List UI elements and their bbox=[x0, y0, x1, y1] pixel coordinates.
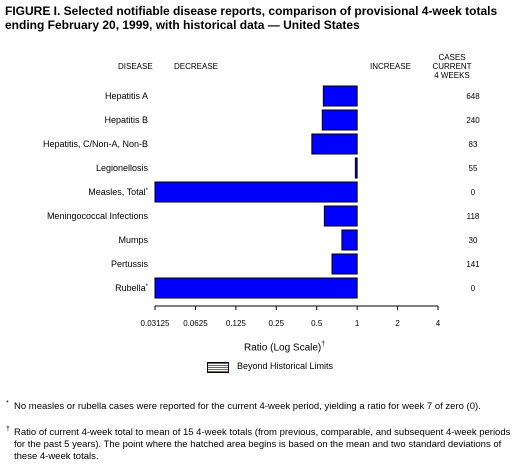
cases-count: 240 bbox=[466, 116, 480, 125]
cases-count: 83 bbox=[469, 140, 478, 149]
category-label: Legionellosis bbox=[96, 163, 149, 173]
data-bar bbox=[154, 181, 358, 203]
category-label: Rubella* bbox=[115, 283, 149, 293]
cases-count: 118 bbox=[467, 212, 480, 221]
legend-label: Beyond Historical Limits bbox=[237, 361, 334, 371]
category-label: Measles, Total* bbox=[88, 187, 148, 197]
x-tick-label: 0.03125 bbox=[141, 319, 170, 328]
data-bar bbox=[322, 85, 358, 107]
x-tick-label: 1 bbox=[355, 319, 360, 328]
x-tick-label: 0.25 bbox=[268, 319, 284, 328]
footnote-text: Ratio of current 4-week total to mean of… bbox=[14, 427, 511, 462]
x-tick-label: 0.125 bbox=[226, 319, 247, 328]
category-label: Pertussis bbox=[111, 259, 149, 269]
footnote-mark: * bbox=[6, 400, 9, 407]
data-bar bbox=[311, 133, 358, 155]
cases-count: 141 bbox=[466, 260, 480, 269]
footnote-mark: † bbox=[6, 426, 10, 433]
cases-count: 648 bbox=[466, 92, 480, 101]
footnote-text: No measles or rubella cases were reporte… bbox=[14, 401, 481, 412]
category-label: Meningococcal Infections bbox=[47, 211, 149, 221]
increase-column-header: INCREASE bbox=[370, 62, 411, 71]
category-label: Hepatitis B bbox=[104, 115, 148, 125]
cases-count: 0 bbox=[471, 188, 476, 197]
data-bar bbox=[341, 229, 358, 251]
cases-header-line1: CASES CURRENT bbox=[432, 53, 472, 71]
category-footnote-mark: * bbox=[146, 284, 149, 290]
category-footnote-mark: * bbox=[146, 188, 149, 194]
x-tick-label: 0.0625 bbox=[183, 319, 208, 328]
x-tick-label: 0.5 bbox=[311, 319, 323, 328]
decrease-column-header: DECREASE bbox=[174, 62, 219, 71]
disease-column-header: DISEASE bbox=[118, 62, 153, 71]
legend-hatch-swatch bbox=[207, 362, 229, 373]
cases-count: 0 bbox=[471, 284, 476, 293]
category-label: Hepatitis A bbox=[105, 91, 148, 101]
cases-column-header: CASES CURRENT 4 WEEKS bbox=[420, 53, 484, 80]
x-axis-title: Ratio (Log Scale)† bbox=[244, 341, 325, 353]
x-tick-label: 2 bbox=[395, 319, 400, 328]
data-bar bbox=[323, 205, 358, 227]
x-tick-label: 4 bbox=[436, 319, 441, 328]
footnote-measles-rubella: * No measles or rubella cases were repor… bbox=[6, 400, 524, 413]
category-label: Hepatitis, C/Non-A, Non-B bbox=[43, 139, 148, 149]
cases-count: 30 bbox=[469, 236, 478, 245]
figure-title: FIGURE I. Selected notifiable disease re… bbox=[5, 4, 498, 32]
data-bar bbox=[354, 157, 358, 179]
cases-count: 55 bbox=[469, 164, 478, 173]
data-bar bbox=[321, 109, 358, 131]
category-label: Mumps bbox=[118, 235, 148, 245]
x-axis-title-mark: † bbox=[321, 341, 326, 348]
cases-header-line2: 4 WEEKS bbox=[434, 71, 470, 80]
x-axis-title-text: Ratio (Log Scale) bbox=[244, 342, 322, 354]
data-bar bbox=[331, 253, 358, 275]
data-bar bbox=[154, 277, 358, 299]
footnote-ratio-definition: † Ratio of current 4-week total to mean … bbox=[6, 426, 524, 463]
